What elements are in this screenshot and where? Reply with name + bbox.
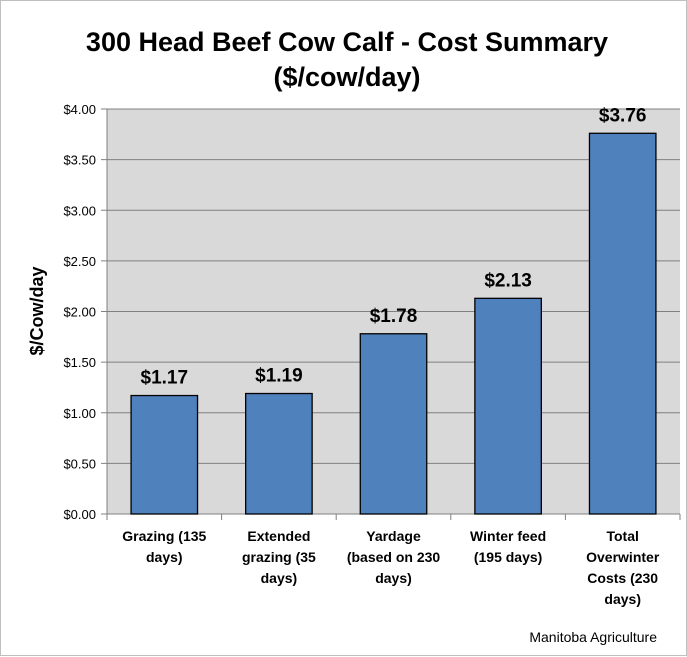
x-category-label: Grazing (135 <box>122 528 206 544</box>
data-label: $2.13 <box>484 270 532 291</box>
x-category-label: Extended <box>247 528 310 544</box>
y-tick-label: $0.00 <box>63 507 96 522</box>
y-tick-label: $2.50 <box>63 254 96 269</box>
y-tick-label: $2.00 <box>63 305 96 320</box>
y-axis-label: $/Cow/day <box>27 266 47 355</box>
bars: $1.17 $1.19 $1.78 $2.13 $3.76 <box>130 105 657 515</box>
y-tick-label: $3.50 <box>63 153 96 168</box>
x-category-label: Costs (230 <box>587 570 658 586</box>
x-category-label: grazing (35 <box>242 549 316 565</box>
x-category-label: Total <box>606 528 638 544</box>
bar <box>359 333 428 515</box>
x-category-label: Yardage <box>366 528 421 544</box>
data-label: $1.78 <box>370 306 418 327</box>
x-axis-labels: Grazing (135 days) Extended grazing (35 days… <box>106 514 681 607</box>
chart-subtitle: ($/cow/day) <box>273 62 420 92</box>
x-category-label: (195 days) <box>474 549 542 565</box>
source-note: Manitoba Agriculture <box>529 629 657 645</box>
x-category-label: days) <box>604 591 641 607</box>
x-category-label: days) <box>375 570 412 586</box>
bar <box>130 394 199 515</box>
bar <box>588 132 657 515</box>
y-tick-label: $4.00 <box>63 102 96 117</box>
y-tick-label: $3.00 <box>63 203 96 218</box>
bar <box>245 392 313 515</box>
y-tick-label: $0.50 <box>63 456 96 471</box>
chart-title: 300 Head Beef Cow Calf - Cost Summary <box>86 27 608 57</box>
x-category-label: days) <box>146 549 183 565</box>
data-label: $3.76 <box>599 105 647 126</box>
x-category-label: (based on 230 <box>347 549 441 565</box>
data-label: $1.19 <box>255 366 303 387</box>
bar <box>474 297 542 515</box>
y-axis-ticks: $0.00 $0.50 $1.00 $1.50 $2.00 $2.50 $3.00 $3.50… <box>63 102 107 522</box>
y-tick-label: $1.00 <box>63 406 96 421</box>
x-category-label: Winter feed <box>470 528 546 544</box>
data-label: $1.17 <box>141 368 189 389</box>
x-category-label: days) <box>261 570 298 586</box>
y-tick-label: $1.50 <box>63 355 96 370</box>
x-category-label: Overwinter <box>586 549 660 565</box>
